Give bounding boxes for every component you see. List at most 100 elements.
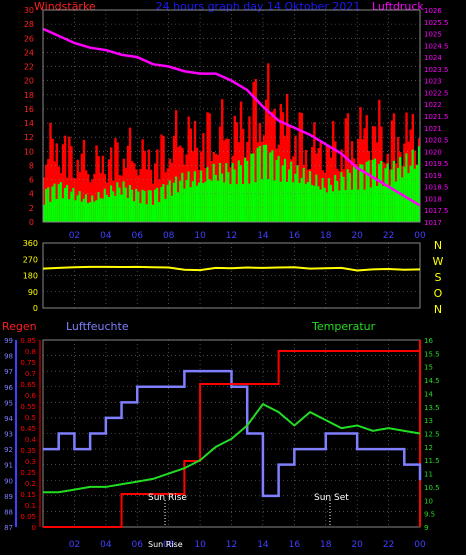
wind-tick-label: 10 (24, 147, 34, 156)
time-tick-label: 00 (414, 231, 426, 241)
average-bar (137, 191, 140, 222)
average-bar (323, 187, 327, 222)
direction-grid (43, 243, 421, 308)
wind-panel-frame (42, 9, 421, 223)
gust-bar (172, 135, 176, 222)
wind-tick-label: 24 (24, 48, 34, 57)
compass-label: N (434, 303, 442, 316)
direction-tick-label: 270 (23, 255, 38, 264)
average-bar (235, 184, 239, 222)
gust-bar (145, 169, 149, 222)
average-bar (304, 183, 308, 222)
average-bar (413, 168, 417, 222)
average-bar (340, 172, 343, 222)
temperature-axis-ticks: 9 9.5 10 10.5 11 11.5 12 12.5 13 13.5 14 14.5 15 15.5… (424, 337, 440, 532)
temperature-tick-label: 11.5 (424, 457, 440, 465)
rain-tick-label: 0.5 (25, 414, 36, 422)
pressure-line (42, 27, 421, 207)
average-bar (409, 165, 412, 222)
humidity-tick-label: 92 (4, 446, 13, 454)
wind-tick-label: 8 (29, 161, 34, 170)
gust-bar (208, 113, 211, 222)
average-bar (47, 187, 50, 222)
gust-bar (68, 136, 71, 222)
time-tick-label: 10 (194, 231, 206, 241)
pressure-tick-label: 1023.5 (424, 66, 449, 74)
average-bar (97, 192, 100, 222)
gust-bar (114, 138, 117, 222)
average-bar (405, 153, 408, 222)
average-bar (145, 204, 149, 222)
average-bar (371, 159, 375, 222)
gust-bar (170, 162, 174, 222)
gust-bar (139, 168, 142, 222)
climate-time-tick-label: 10 (194, 540, 206, 550)
temperature-tick-label: 9 (424, 524, 428, 532)
average-bar (223, 182, 226, 222)
average-bar (352, 166, 356, 222)
average-bar (388, 185, 391, 222)
average-bar (346, 169, 350, 222)
average-bar (342, 176, 345, 222)
gust-bar (162, 136, 165, 222)
temperature-tick-label: 11 (424, 471, 433, 479)
average-bar (373, 158, 377, 222)
gust-bar (99, 173, 102, 222)
time-tick-label: 04 (100, 231, 112, 241)
average-bar (265, 144, 268, 222)
average-bar (164, 198, 167, 222)
pressure-tick-label: 1024.5 (424, 42, 449, 50)
gust-bar (164, 172, 167, 222)
average-bar (344, 189, 347, 222)
climate-time-tick-label: 12 (226, 540, 237, 550)
gust-bar (86, 174, 90, 222)
average-bar (227, 172, 230, 222)
wind-tick-label: 6 (29, 176, 34, 185)
average-bar (187, 171, 190, 222)
gust-bar (298, 112, 301, 222)
climate-time-ticks: 02 04 06 08 10 12 14 16 18 20 22 00 (69, 540, 426, 550)
average-bar (82, 198, 86, 222)
average-bar (256, 147, 260, 222)
average-bar (237, 160, 241, 222)
average-bar (311, 184, 314, 222)
pressure-axis-ticks: 1017 1017.5 1018 1018.5 1019 1019.5 1020 1020.5… (424, 7, 449, 227)
gust-bar (221, 99, 224, 222)
average-bar (392, 160, 396, 222)
average-bar (267, 179, 270, 222)
average-bar (296, 165, 299, 222)
climate-time-tick-label: 02 (69, 540, 80, 550)
average-bar (380, 160, 383, 222)
average-bar (378, 163, 381, 222)
average-bar (399, 157, 402, 222)
humidity-tick-label: 99 (4, 337, 13, 345)
average-bar (315, 174, 318, 222)
compass-label: O (434, 287, 443, 300)
gust-bar (346, 113, 350, 222)
average-bar (70, 191, 73, 222)
rain-tick-label: 0.3 (25, 458, 36, 466)
humidity-tick-label: 91 (4, 462, 13, 470)
wind-tick-label: 20 (24, 77, 34, 86)
average-bar (382, 185, 385, 222)
average-bar (53, 183, 56, 222)
pressure-tick-label: 1020.5 (424, 137, 449, 145)
average-bar (302, 167, 306, 222)
pressure-tick-label: 1025.5 (424, 19, 449, 27)
compass-label: S (435, 271, 442, 284)
pressure-tick-label: 1017 (424, 219, 442, 227)
gust-bar (376, 142, 379, 222)
average-bar (86, 203, 90, 222)
average-bar (105, 194, 109, 222)
average-bar (120, 194, 123, 222)
average-bar (417, 146, 421, 222)
average-bar (139, 203, 142, 222)
average-bar (191, 181, 195, 222)
average-bar (193, 171, 197, 222)
temperature-label: Temperatur (311, 320, 376, 333)
average-bar (361, 164, 364, 222)
gust-bar (95, 145, 98, 222)
rain-tick-label: 0.45 (20, 425, 36, 433)
pressure-tick-label: 1026 (424, 7, 442, 15)
